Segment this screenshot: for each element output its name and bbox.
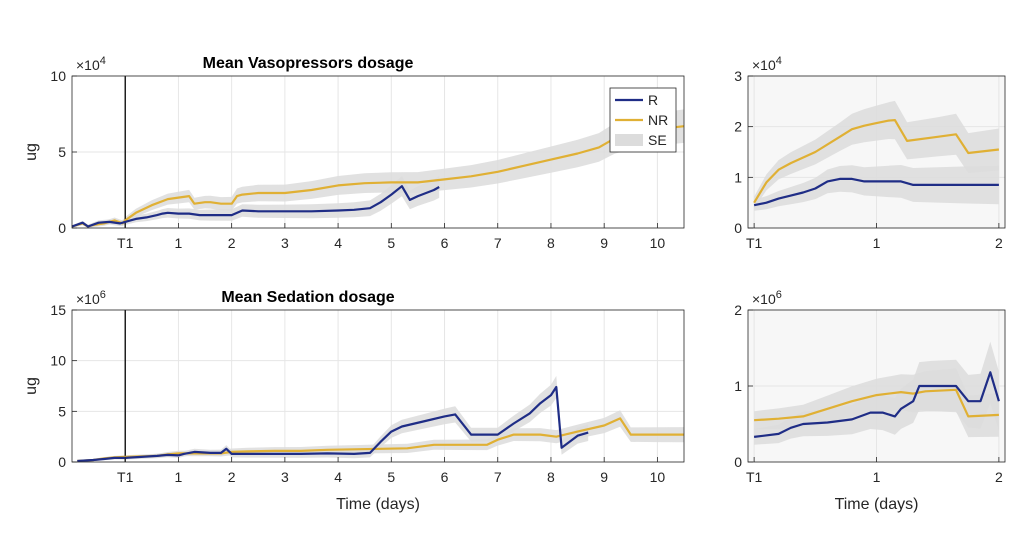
x-tick-label: 2 [995,469,1003,485]
y-tick-label: 1 [734,378,742,394]
y-tick-label: 0 [58,220,66,236]
x-tick-label: T1 [746,469,763,485]
x-tick-label: 1 [873,235,881,251]
exponent-label: ×104 [752,55,782,73]
legend-swatch-SE [615,134,643,146]
x-tick-label: 8 [547,469,555,485]
y-tick-label: 10 [50,68,66,84]
legend-label-NR: NR [648,112,668,128]
y-tick-label: 0 [734,454,742,470]
y-axis-label: ug [23,377,40,395]
y-tick-label: 2 [734,119,742,135]
x-tick-label: 6 [441,469,449,485]
se-band-R [754,165,999,211]
x-tick-label: 3 [281,469,289,485]
axes-frame [71,309,685,463]
panel-vaso-zoom: T1 1 2 0 1 2 3 ×104 [734,55,1006,251]
x-tick-label: 2 [228,235,236,251]
exponent-power: 4 [776,55,782,67]
series-line-R [753,177,999,207]
chart-title: Mean Vasopressors dosage [203,55,414,72]
x-tick-label: 1 [175,235,183,251]
exponent-label: ×106 [76,289,106,307]
x-tick-label: 9 [600,235,608,251]
y-axis-label: ug [23,143,40,161]
x-tick-label: 1 [175,469,183,485]
x-tick-label: 4 [334,235,342,251]
series-line-R [77,385,589,463]
y-tick-label: 1 [734,169,742,185]
x-tick-label: T1 [117,235,134,251]
x-tick-label: 8 [547,235,555,251]
y-tick-label: 15 [50,302,66,318]
y-tick-label: 2 [734,302,742,318]
chart-title: Mean Sedation dosage [221,289,394,306]
se-band-NR [754,100,999,209]
legend: R NR SE [609,87,677,153]
x-tick-label: 10 [650,235,666,251]
x-tick-label: 10 [650,469,666,485]
x-tick-label: 5 [387,235,395,251]
x-tick-label: T1 [746,235,763,251]
x-tick-label: 4 [334,469,342,485]
y-tick-label: 5 [58,144,66,160]
panel-sed-main: T1 1 2 3 4 5 6 7 8 9 10 0 5 10 15 ×106 Mean Sedation dos… [23,289,685,513]
x-tick-label: 2 [228,469,236,485]
y-tick-label: 0 [734,220,742,236]
y-tick-label: 0 [58,454,66,470]
legend-label-SE: SE [648,132,667,148]
x-tick-label: 7 [494,469,502,485]
y-tick-label: 10 [50,353,66,369]
se-band-NR [77,410,685,462]
x-tick-label: 6 [441,235,449,251]
x-axis-label: Time (days) [835,496,919,513]
x-tick-label: 2 [995,235,1003,251]
exponent-power: 4 [100,55,106,67]
series-line-R [71,185,440,228]
x-tick-label: 1 [873,469,881,485]
exponent-power: 6 [100,289,106,301]
series-line-NR [753,119,1000,204]
series-line-NR [754,388,999,422]
x-tick-label: 5 [387,469,395,485]
panel-vaso-main: T1 1 2 3 4 5 6 7 8 9 10 0 5 10 ×104 Mean Vasopressors d… [23,55,685,251]
exponent-label: ×106 [752,289,782,307]
x-axis-label: Time (days) [336,496,420,513]
se-band-NR [72,109,684,228]
y-tick-label: 3 [734,68,742,84]
plot-area [72,310,684,462]
y-tick-label: 5 [58,403,66,419]
se-band-R [72,176,440,228]
x-tick-label: 9 [600,469,608,485]
x-tick-label: T1 [117,469,134,485]
x-tick-label: 7 [494,235,502,251]
exponent-power: 6 [776,289,782,301]
x-tick-label: 3 [281,235,289,251]
legend-label-R: R [648,92,658,108]
exponent-label: ×104 [76,55,106,73]
series-line-R [753,371,1000,438]
panel-sed-zoom: T1 1 2 0 1 2 ×106 Time (days) [734,289,1006,513]
